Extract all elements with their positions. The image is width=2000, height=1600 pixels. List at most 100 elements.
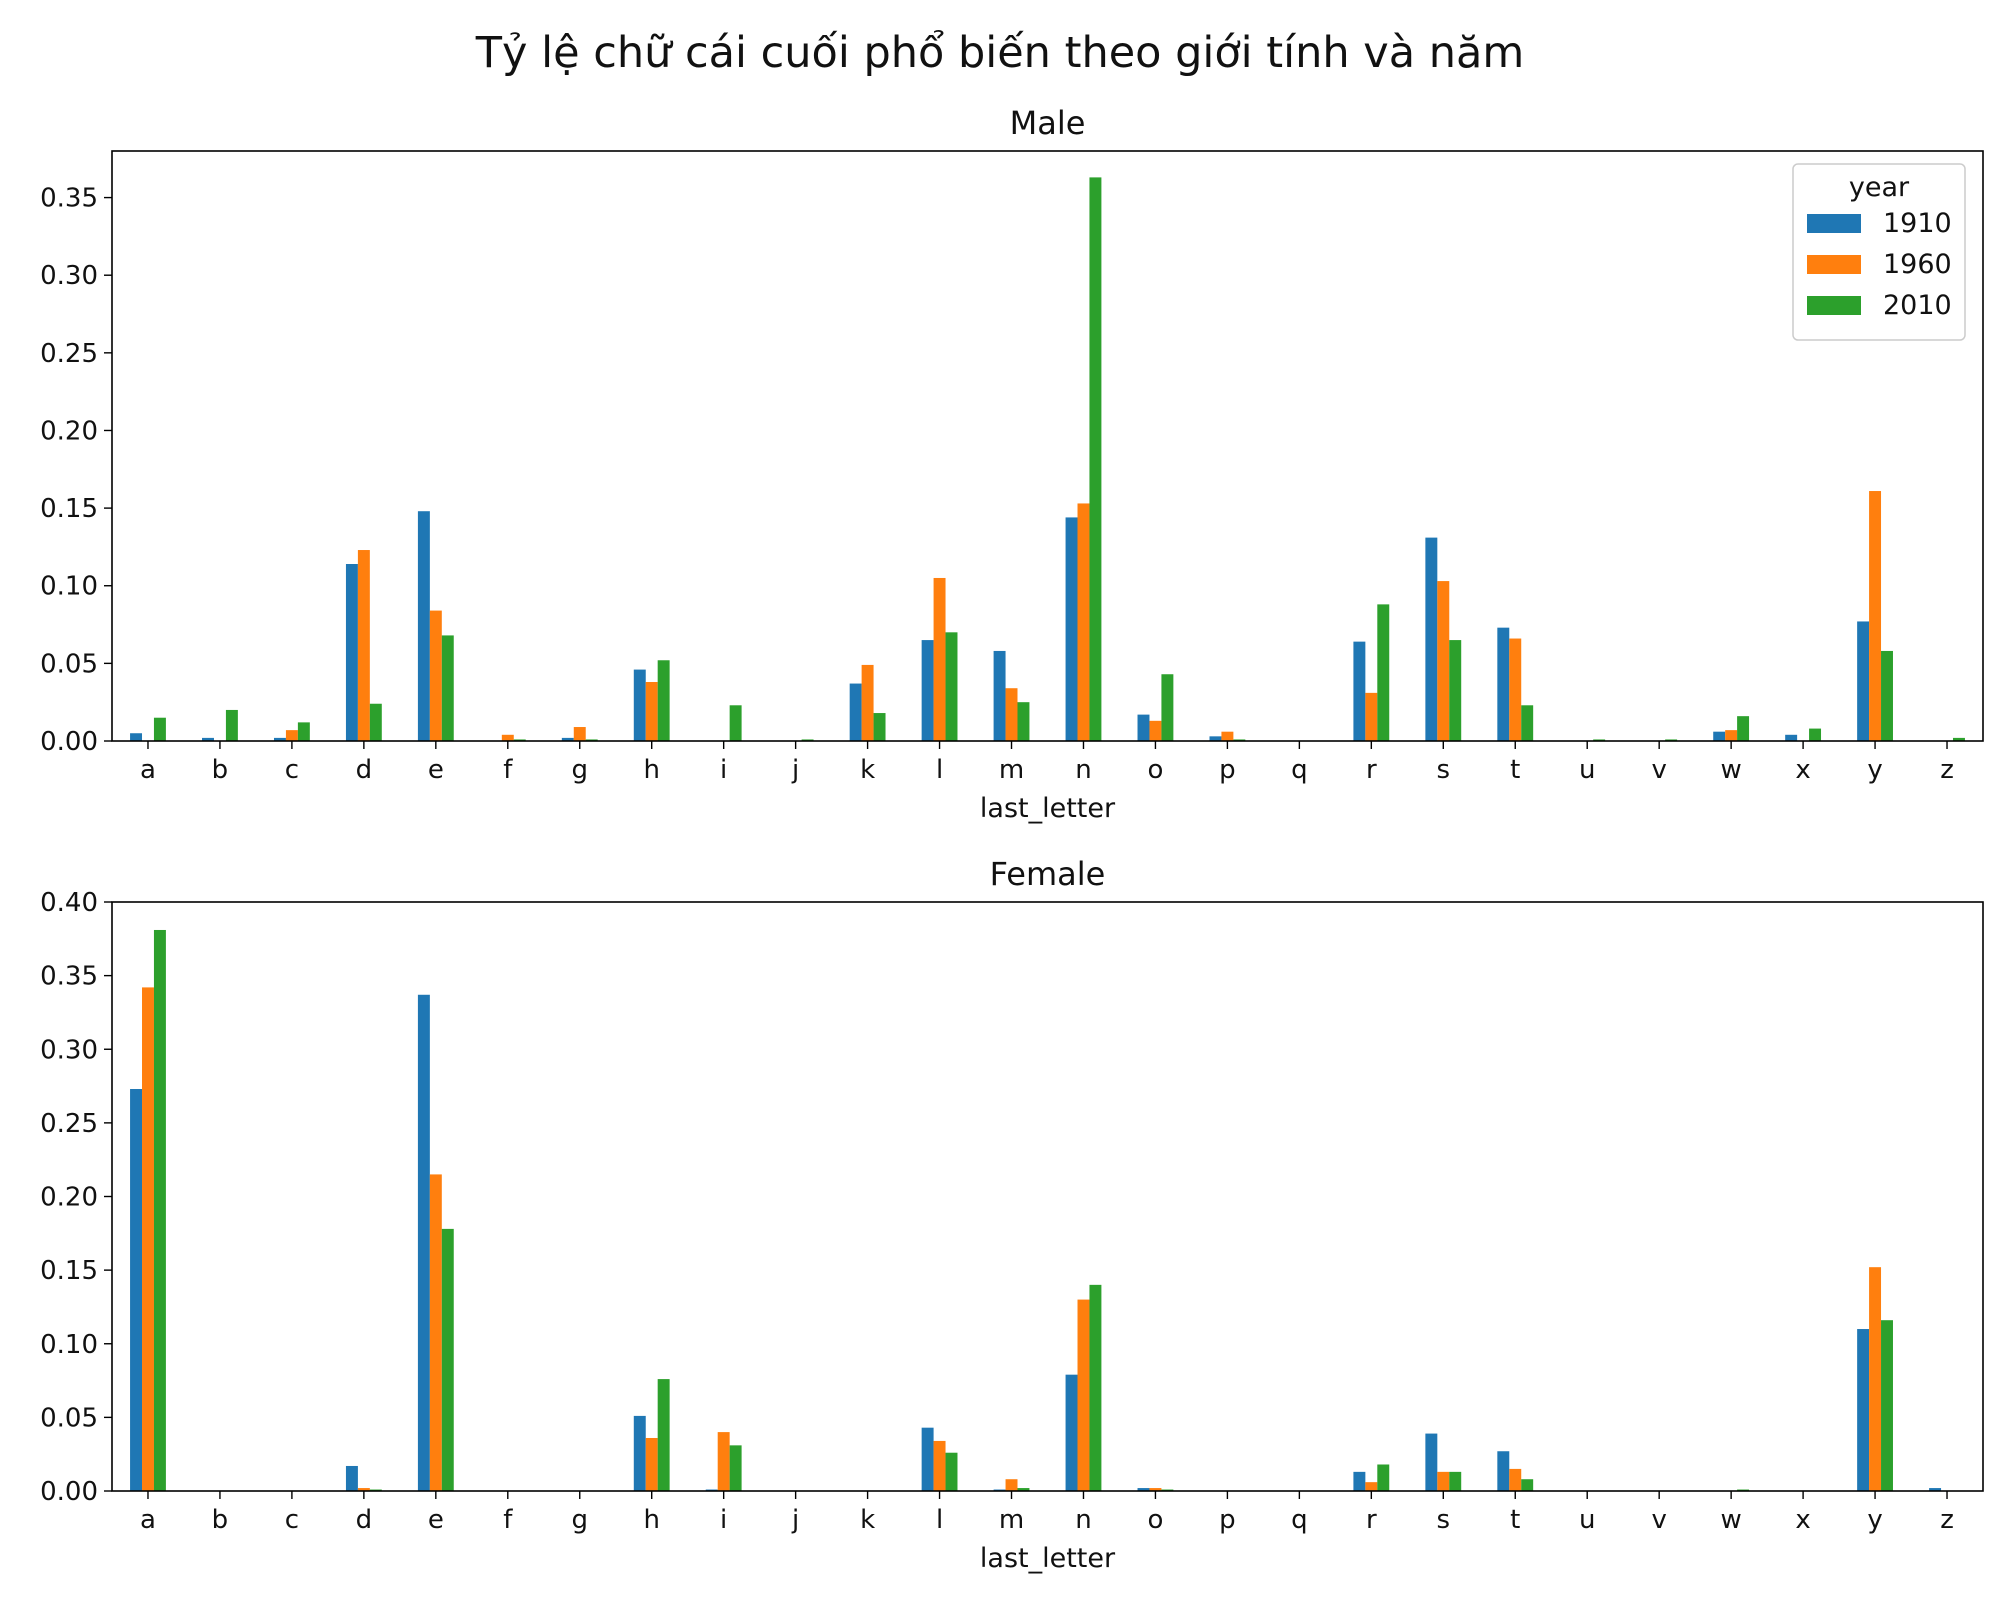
female-bar-d-1960: [357, 1488, 370, 1491]
male-xtick-label: z: [1940, 755, 1954, 785]
female-xtick-label: o: [1147, 1505, 1163, 1535]
female-panel-title: Female: [990, 855, 1106, 893]
male-xtick-label: a: [140, 755, 156, 785]
male-bar-s-1960: [1437, 581, 1450, 741]
male-bar-s-1910: [1425, 537, 1438, 741]
male-xtick-label: h: [643, 755, 659, 785]
male-bar-w-2010: [1737, 716, 1750, 741]
female-bar-e-1960: [429, 1174, 442, 1491]
male-bar-m-2010: [1017, 702, 1030, 741]
male-ytick-label: 0.10: [40, 572, 98, 602]
female-bar-a-1910: [130, 1089, 143, 1491]
male-bar-t-1960: [1509, 638, 1522, 741]
male-xtick-label: b: [212, 755, 229, 785]
male-xtick-label: r: [1366, 755, 1377, 785]
male-xtick-label: v: [1651, 755, 1666, 785]
male-bar-t-2010: [1521, 705, 1534, 741]
female-bar-l-1960: [933, 1440, 946, 1491]
male-bar-l-1910: [921, 640, 934, 741]
male-xtick-label: f: [503, 755, 513, 785]
male-bar-d-1910: [345, 564, 358, 741]
female-bar-z-1910: [1929, 1488, 1942, 1491]
female-xtick-label: w: [1721, 1505, 1742, 1535]
male-bar-l-1960: [933, 577, 946, 741]
female-bar-r-1960: [1365, 1482, 1378, 1491]
male-bar-e-1910: [417, 511, 430, 741]
male-xtick-label: n: [1075, 755, 1091, 785]
male-xtick-label: s: [1437, 755, 1451, 785]
female-bar-o-1910: [1137, 1488, 1150, 1491]
male-panel-title: Male: [1010, 104, 1086, 142]
male-bar-e-2010: [441, 635, 454, 741]
female-ytick-label: 0.00: [40, 1477, 98, 1507]
female-xtick-label: y: [1867, 1505, 1882, 1535]
male-bar-y-2010: [1881, 650, 1893, 741]
male-bar-z-2010: [1952, 737, 1965, 741]
male-bar-e-1960: [429, 610, 442, 741]
female-bar-h-1910: [633, 1415, 646, 1491]
female-xtick-label: d: [356, 1505, 373, 1535]
male-bar-y-1960: [1869, 491, 1882, 741]
legend-label-1960: 1960: [1883, 249, 1952, 280]
female-bar-s-1910: [1425, 1433, 1438, 1491]
male-bar-o-1910: [1137, 714, 1150, 741]
male-bar-c-2010: [297, 722, 310, 741]
male-bar-b-1910: [202, 737, 214, 741]
female-bar-l-1910: [921, 1427, 934, 1491]
female-bar-l-2010: [945, 1452, 958, 1491]
male-xtick-label: p: [1219, 755, 1236, 785]
male-bar-x-1910: [1785, 734, 1798, 741]
male-xtick-label: l: [936, 755, 943, 785]
male-bar-h-2010: [657, 660, 670, 741]
male-bar-k-2010: [873, 713, 886, 741]
male-bar-h-1960: [645, 682, 658, 741]
legend-swatch-1960: [1807, 255, 1861, 274]
female-xtick-label: j: [791, 1505, 799, 1535]
male-xtick-label: g: [571, 755, 588, 785]
male-bar-w-1960: [1725, 730, 1738, 741]
male-bar-n-1960: [1077, 503, 1090, 741]
legend-swatch-1910: [1807, 214, 1861, 233]
male-axes-frame: [111, 150, 1984, 742]
female-xtick-label: k: [860, 1505, 875, 1535]
female-xtick-label: a: [140, 1505, 156, 1535]
female-bar-r-1910: [1353, 1471, 1366, 1491]
female-xtick-label: r: [1366, 1505, 1377, 1535]
male-bar-k-1910: [849, 683, 862, 741]
male-bar-a-2010: [153, 717, 166, 741]
female-bar-a-1960: [142, 987, 154, 1491]
female-xtick-label: f: [503, 1505, 513, 1535]
female-ytick-label: 0.30: [40, 1035, 98, 1065]
female-bar-t-2010: [1521, 1479, 1534, 1491]
male-ytick-label: 0.05: [40, 649, 98, 679]
male-xtick-label: y: [1867, 755, 1882, 785]
male-bar-r-1960: [1365, 692, 1378, 741]
male-xtick-label: x: [1795, 755, 1810, 785]
female-bar-s-2010: [1449, 1471, 1462, 1491]
female-bar-e-1910: [417, 994, 430, 1491]
female-xtick-label: v: [1651, 1505, 1666, 1535]
female-xtick-label: e: [428, 1505, 444, 1535]
male-xtick-label: c: [285, 755, 299, 785]
female-bar-y-1960: [1869, 1267, 1882, 1491]
male-xtick-label: u: [1579, 755, 1595, 785]
female-ytick-label: 0.25: [40, 1109, 98, 1139]
male-xtick-label: o: [1147, 755, 1163, 785]
female-bar-d-1910: [345, 1465, 358, 1491]
female-bar-s-1960: [1437, 1471, 1450, 1491]
male-bar-p-1910: [1209, 736, 1222, 741]
male-xtick-label: d: [356, 755, 373, 785]
female-bar-t-1960: [1509, 1468, 1522, 1491]
male-bar-h-1910: [633, 669, 646, 741]
female-ytick-label: 0.10: [40, 1330, 98, 1360]
female-xtick-label: s: [1437, 1505, 1451, 1535]
male-bar-f-1960: [501, 734, 514, 741]
female-x-axis-label: last_letter: [980, 1543, 1116, 1574]
female-ytick-label: 0.35: [40, 962, 98, 992]
female-bar-i-2010: [729, 1445, 742, 1491]
female-ytick-label: 0.40: [40, 888, 98, 918]
male-bar-i-2010: [729, 705, 742, 741]
male-bar-c-1910: [273, 737, 286, 741]
female-bar-t-1910: [1497, 1451, 1510, 1491]
